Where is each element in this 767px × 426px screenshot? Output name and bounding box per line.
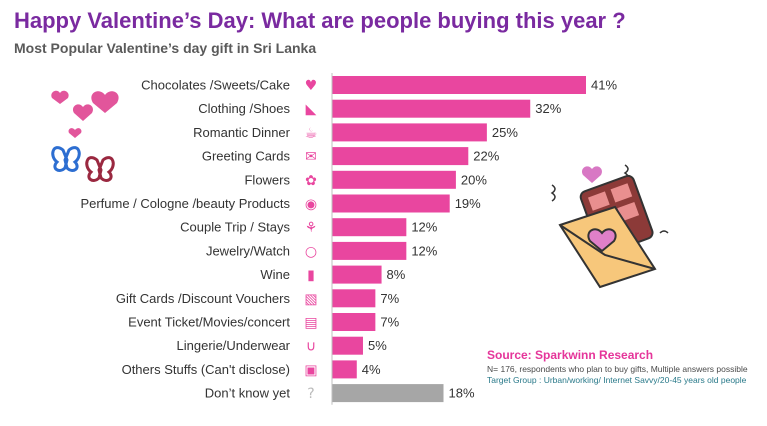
value-label: 22% [473, 149, 499, 164]
palm-tree-icon: ⚘ [305, 220, 318, 236]
category-label: Jewelry/Watch [206, 243, 290, 258]
bar [332, 170, 456, 189]
hearts-decoration [51, 90, 119, 182]
greeting-card-icon: ✉ [305, 149, 317, 165]
voucher-icon: ▧ [304, 291, 317, 307]
value-label: 20% [461, 172, 487, 187]
category-label: Event Ticket/Movies/concert [128, 315, 290, 330]
heart-icon [51, 90, 69, 104]
category-label: Lingerie/Underwear [177, 338, 291, 353]
category-label: Flowers [244, 172, 290, 187]
value-label: 4% [362, 362, 381, 377]
flower-bouquet-icon: ✿ [305, 173, 317, 189]
bar [332, 76, 586, 94]
high-heel-icon: ◣ [306, 102, 317, 118]
bar [332, 360, 357, 379]
wine-bottle-icon: ▮ [307, 268, 315, 284]
bar [332, 123, 487, 142]
ring-icon: ○ [305, 244, 317, 260]
bar [332, 218, 407, 237]
value-label: 32% [535, 101, 561, 116]
category-label: Others Stuffs (Can't disclose) [122, 362, 290, 377]
category-label: Chocolates /Sweets/Cake [141, 78, 290, 93]
value-label: 7% [380, 315, 399, 330]
sample-note: N= 176, respondents who plan to buy gift… [487, 364, 748, 374]
butterfly-icon [85, 156, 115, 182]
source-text: Source: Sparkwinn Research [487, 348, 654, 362]
bar [332, 241, 407, 260]
bar [332, 384, 444, 403]
category-label: Wine [260, 267, 290, 282]
ticket-icon: ▤ [304, 315, 317, 331]
category-label: Gift Cards /Discount Vouchers [116, 291, 291, 306]
value-label: 8% [387, 267, 406, 282]
gift-box-icon: ▣ [304, 362, 317, 378]
heart-icon [581, 166, 603, 183]
heart-icon [68, 128, 82, 138]
chart-subtitle: Most Popular Valentine’s day gift in Sri… [14, 40, 317, 56]
bra-icon: ∪ [306, 339, 316, 355]
perfume-bottle-icon: ◉ [305, 197, 317, 213]
heart-icon [587, 228, 617, 253]
category-label: Couple Trip / Stays [180, 220, 290, 235]
target-group-note: Target Group : Urban/working/ Internet S… [487, 375, 747, 385]
value-label: 7% [380, 291, 399, 306]
category-label: Don’t know yet [205, 386, 291, 401]
value-label: 5% [368, 338, 387, 353]
chart-title: Happy Valentine’s Day: What are people b… [14, 8, 626, 33]
category-label: Clothing /Shoes [198, 101, 290, 116]
butterfly-icon [51, 146, 81, 172]
value-label: 18% [449, 386, 475, 401]
value-label: 25% [492, 125, 518, 140]
bar [332, 99, 531, 118]
heart-icon [91, 91, 119, 113]
heart-icon [72, 104, 94, 121]
category-label: Greeting Cards [202, 149, 291, 164]
value-label: 19% [455, 196, 481, 211]
value-label: 12% [411, 243, 437, 258]
question-mark-icon: ? [307, 386, 314, 402]
chocolate-box-icon: ♥ [305, 78, 318, 94]
bar [332, 194, 450, 213]
category-label: Romantic Dinner [193, 125, 290, 140]
bar [332, 313, 376, 331]
chocolate-envelope-illustration [550, 164, 669, 289]
bar [332, 289, 376, 308]
category-label: Perfume / Cologne /beauty Products [80, 196, 290, 211]
value-label: 41% [591, 78, 617, 93]
value-label: 12% [411, 220, 437, 235]
bar [332, 265, 382, 284]
wine-glasses-icon: ☕ [305, 125, 318, 141]
bar [332, 336, 363, 355]
bar [332, 147, 469, 166]
